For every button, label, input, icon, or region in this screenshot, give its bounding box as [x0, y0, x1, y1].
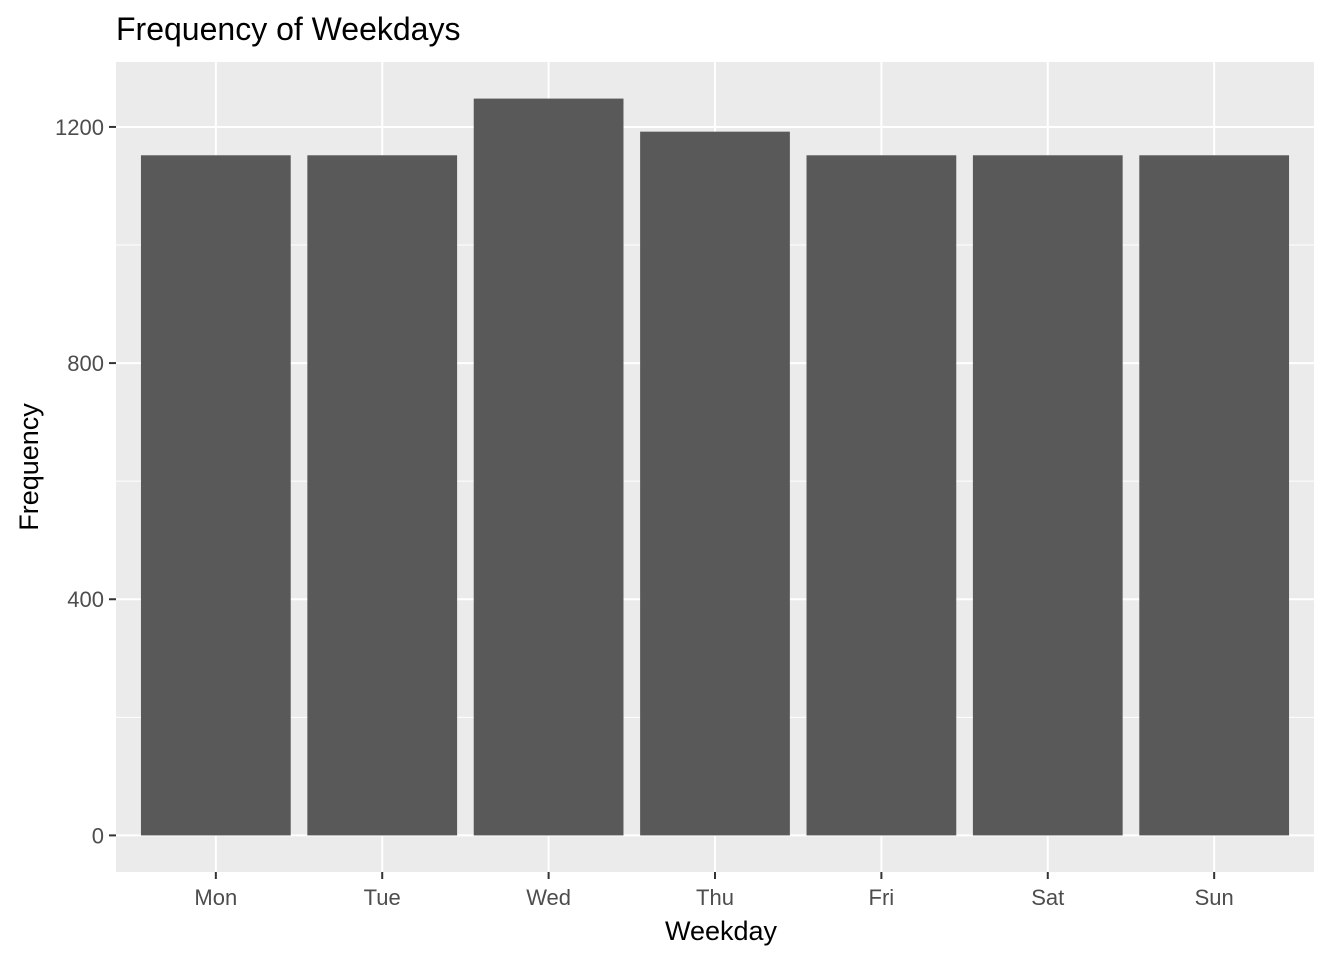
x-tick-label-thu: Thu: [696, 885, 734, 910]
y-tick-label: 0: [92, 823, 104, 848]
x-tick-label-tue: Tue: [364, 885, 401, 910]
x-tick-label-mon: Mon: [194, 885, 237, 910]
bars: [140, 98, 1290, 836]
x-axis: Mon Tue Wed Thu Fri Sat Sun: [194, 872, 1234, 910]
x-tick-label-sat: Sat: [1031, 885, 1064, 910]
bar-mon: [140, 155, 291, 836]
bar-wed: [473, 98, 624, 836]
y-tick-label: 800: [67, 351, 104, 376]
y-axis: 0 400 800 1200: [55, 115, 116, 848]
bar-thu: [640, 131, 790, 836]
bar-sat: [972, 155, 1123, 836]
bar-tue: [307, 155, 458, 836]
bar-sun: [1139, 155, 1290, 836]
y-tick-label: 1200: [55, 115, 104, 140]
x-tick-label-fri: Fri: [869, 885, 895, 910]
bar-fri: [806, 155, 957, 836]
y-axis-label: Frequency: [14, 403, 44, 531]
chart-title: Frequency of Weekdays: [116, 11, 460, 47]
y-tick-label: 400: [67, 587, 104, 612]
x-axis-label: Weekday: [665, 916, 778, 946]
x-tick-label-wed: Wed: [526, 885, 571, 910]
x-tick-label-sun: Sun: [1195, 885, 1234, 910]
